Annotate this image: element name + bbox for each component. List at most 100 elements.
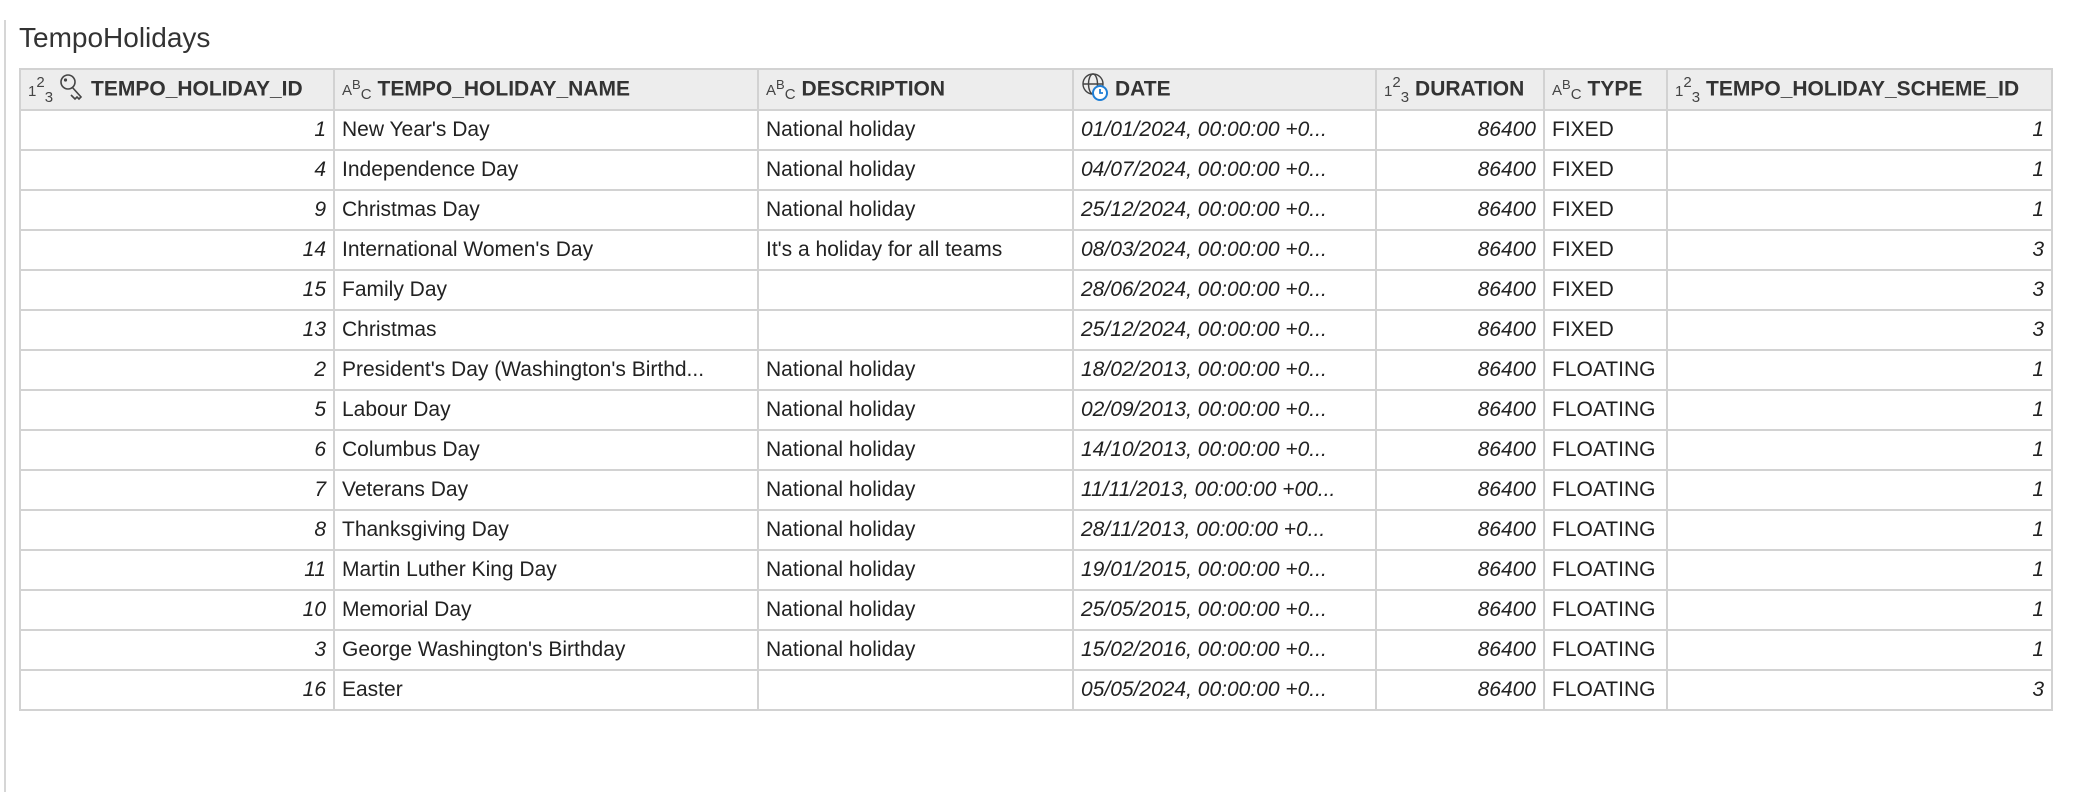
cell-scheme-id[interactable]: 3 xyxy=(1666,309,2053,351)
cell-name[interactable]: Christmas xyxy=(333,309,759,351)
cell-name[interactable]: Memorial Day xyxy=(333,589,759,631)
cell-type[interactable]: FLOATING xyxy=(1543,349,1668,391)
table-row[interactable]: 4 Independence Day National holiday 04/07/2… xyxy=(19,149,2053,191)
cell-date[interactable]: 14/10/2013, 00:00:00 +0... xyxy=(1072,429,1377,471)
cell-date[interactable]: 25/12/2024, 00:00:00 +0... xyxy=(1072,309,1377,351)
cell-scheme-id[interactable]: 3 xyxy=(1666,269,2053,311)
cell-id[interactable]: 14 xyxy=(19,229,335,271)
cell-id[interactable]: 6 xyxy=(19,429,335,471)
cell-type[interactable]: FIXED xyxy=(1543,269,1668,311)
cell-date[interactable]: 04/07/2024, 00:00:00 +0... xyxy=(1072,149,1377,191)
cell-id[interactable]: 11 xyxy=(19,549,335,591)
table-row[interactable]: 9 Christmas Day National holiday 25/12/2024… xyxy=(19,189,2053,231)
cell-name[interactable]: George Washington's Birthday xyxy=(333,629,759,671)
cell-name[interactable]: Family Day xyxy=(333,269,759,311)
cell-description[interactable] xyxy=(757,269,1074,311)
column-header-type[interactable]: ABC TYPE xyxy=(1543,68,1668,111)
table-row[interactable]: 11 Martin Luther King Day National holiday… xyxy=(19,549,2053,591)
cell-scheme-id[interactable]: 1 xyxy=(1666,469,2053,511)
cell-description[interactable]: National holiday xyxy=(757,389,1074,431)
cell-id[interactable]: 10 xyxy=(19,589,335,631)
cell-duration[interactable]: 86400 xyxy=(1375,469,1545,511)
cell-description[interactable]: National holiday xyxy=(757,349,1074,391)
cell-scheme-id[interactable]: 1 xyxy=(1666,509,2053,551)
cell-id[interactable]: 7 xyxy=(19,469,335,511)
cell-description[interactable] xyxy=(757,669,1074,711)
cell-scheme-id[interactable]: 1 xyxy=(1666,429,2053,471)
cell-name[interactable]: Columbus Day xyxy=(333,429,759,471)
column-header-tempo-holiday-id[interactable]: 123 TEMPO_HOLIDAY_ID xyxy=(19,68,335,111)
cell-type[interactable]: FIXED xyxy=(1543,309,1668,351)
table-row[interactable]: 16 Easter 05/05/2024, 00:00:00 +0... 86400 F… xyxy=(19,669,2053,711)
cell-type[interactable]: FLOATING xyxy=(1543,389,1668,431)
column-header-duration[interactable]: 123 DURATION xyxy=(1375,68,1545,111)
column-header-date[interactable]: DATE xyxy=(1072,68,1377,111)
cell-type[interactable]: FLOATING xyxy=(1543,589,1668,631)
cell-date[interactable]: 28/11/2013, 00:00:00 +0... xyxy=(1072,509,1377,551)
cell-duration[interactable]: 86400 xyxy=(1375,349,1545,391)
cell-description[interactable]: National holiday xyxy=(757,549,1074,591)
cell-date[interactable]: 28/06/2024, 00:00:00 +0... xyxy=(1072,269,1377,311)
cell-name[interactable]: Martin Luther King Day xyxy=(333,549,759,591)
cell-description[interactable]: National holiday xyxy=(757,589,1074,631)
table-row[interactable]: 15 Family Day 28/06/2024, 00:00:00 +0... 86… xyxy=(19,269,2053,311)
column-header-tempo-holiday-name[interactable]: ABC TEMPO_HOLIDAY_NAME xyxy=(333,68,759,111)
cell-id[interactable]: 13 xyxy=(19,309,335,351)
cell-scheme-id[interactable]: 1 xyxy=(1666,389,2053,431)
cell-type[interactable]: FIXED xyxy=(1543,229,1668,271)
cell-id[interactable]: 16 xyxy=(19,669,335,711)
cell-description[interactable] xyxy=(757,309,1074,351)
cell-date[interactable]: 18/02/2013, 00:00:00 +0... xyxy=(1072,349,1377,391)
cell-description[interactable]: National holiday xyxy=(757,469,1074,511)
cell-scheme-id[interactable]: 1 xyxy=(1666,629,2053,671)
cell-id[interactable]: 15 xyxy=(19,269,335,311)
cell-description[interactable]: National holiday xyxy=(757,429,1074,471)
cell-type[interactable]: FLOATING xyxy=(1543,429,1668,471)
table-row[interactable]: 10 Memorial Day National holiday 25/05/2015… xyxy=(19,589,2053,631)
cell-duration[interactable]: 86400 xyxy=(1375,629,1545,671)
table-row[interactable]: 7 Veterans Day National holiday 11/11/2013,… xyxy=(19,469,2053,511)
cell-date[interactable]: 08/03/2024, 00:00:00 +0... xyxy=(1072,229,1377,271)
table-row[interactable]: 6 Columbus Day National holiday 14/10/2013,… xyxy=(19,429,2053,471)
cell-name[interactable]: New Year's Day xyxy=(333,109,759,151)
cell-id[interactable]: 4 xyxy=(19,149,335,191)
cell-duration[interactable]: 86400 xyxy=(1375,229,1545,271)
cell-name[interactable]: Labour Day xyxy=(333,389,759,431)
cell-name[interactable]: Easter xyxy=(333,669,759,711)
cell-scheme-id[interactable]: 1 xyxy=(1666,149,2053,191)
cell-id[interactable]: 3 xyxy=(19,629,335,671)
table-row[interactable]: 2 President's Day (Washington's Birthd...… xyxy=(19,349,2053,391)
cell-duration[interactable]: 86400 xyxy=(1375,309,1545,351)
cell-scheme-id[interactable]: 1 xyxy=(1666,109,2053,151)
cell-name[interactable]: International Women's Day xyxy=(333,229,759,271)
cell-duration[interactable]: 86400 xyxy=(1375,549,1545,591)
cell-id[interactable]: 8 xyxy=(19,509,335,551)
table-row[interactable]: 13 Christmas 25/12/2024, 00:00:00 +0... 864… xyxy=(19,309,2053,351)
cell-type[interactable]: FLOATING xyxy=(1543,669,1668,711)
table-row[interactable]: 14 International Women's Day It's a holida… xyxy=(19,229,2053,271)
cell-description[interactable]: National holiday xyxy=(757,509,1074,551)
cell-type[interactable]: FLOATING xyxy=(1543,549,1668,591)
cell-name[interactable]: Christmas Day xyxy=(333,189,759,231)
cell-type[interactable]: FLOATING xyxy=(1543,509,1668,551)
cell-date[interactable]: 01/01/2024, 00:00:00 +0... xyxy=(1072,109,1377,151)
cell-scheme-id[interactable]: 3 xyxy=(1666,669,2053,711)
cell-id[interactable]: 2 xyxy=(19,349,335,391)
cell-duration[interactable]: 86400 xyxy=(1375,589,1545,631)
cell-name[interactable]: President's Day (Washington's Birthd... xyxy=(333,349,759,391)
cell-name[interactable]: Independence Day xyxy=(333,149,759,191)
cell-scheme-id[interactable]: 1 xyxy=(1666,549,2053,591)
cell-scheme-id[interactable]: 3 xyxy=(1666,229,2053,271)
cell-duration[interactable]: 86400 xyxy=(1375,669,1545,711)
cell-id[interactable]: 1 xyxy=(19,109,335,151)
column-header-tempo-holiday-scheme-id[interactable]: 123 TEMPO_HOLIDAY_SCHEME_ID xyxy=(1666,68,2053,111)
cell-duration[interactable]: 86400 xyxy=(1375,389,1545,431)
cell-name[interactable]: Veterans Day xyxy=(333,469,759,511)
cell-description[interactable]: National holiday xyxy=(757,109,1074,151)
cell-duration[interactable]: 86400 xyxy=(1375,269,1545,311)
cell-date[interactable]: 15/02/2016, 00:00:00 +0... xyxy=(1072,629,1377,671)
cell-date[interactable]: 19/01/2015, 00:00:00 +0... xyxy=(1072,549,1377,591)
cell-duration[interactable]: 86400 xyxy=(1375,109,1545,151)
cell-duration[interactable]: 86400 xyxy=(1375,189,1545,231)
cell-description[interactable]: National holiday xyxy=(757,629,1074,671)
